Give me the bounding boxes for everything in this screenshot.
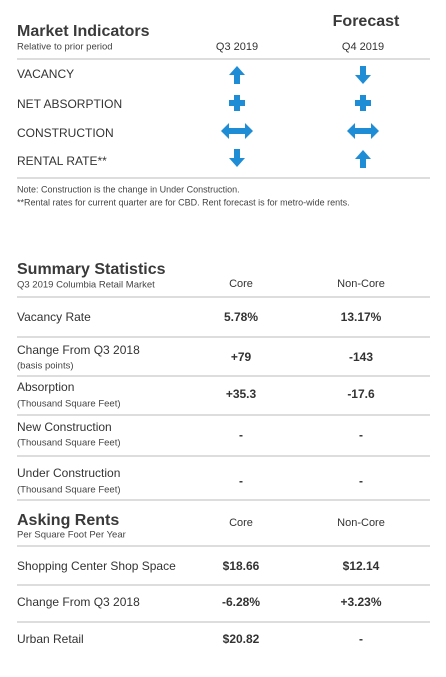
arrow-left-right	[221, 123, 253, 139]
row-sublabel: (basis points)	[17, 361, 74, 372]
row-label: CONSTRUCTION	[17, 126, 114, 140]
row-label: Urban Retail	[17, 632, 84, 646]
arrow-up	[229, 66, 245, 84]
row-sublabel: (Thousand Square Feet)	[17, 485, 121, 496]
cell-value: -	[359, 474, 363, 488]
row-label: RENTAL RATE**	[17, 154, 107, 168]
cell-value: -	[359, 428, 363, 442]
column-header: Core	[229, 517, 253, 529]
row-label: Change From Q3 2018	[17, 595, 140, 609]
section-title: Summary Statistics	[17, 261, 166, 278]
cell-value: -	[239, 428, 243, 442]
row-label: Shopping Center Shop Space	[17, 559, 176, 573]
cell-value: +79	[231, 350, 252, 364]
cell-value: +35.3	[226, 387, 257, 401]
arrow-up	[355, 150, 371, 168]
column-header: Non-Core	[337, 278, 385, 290]
row-sublabel: (Thousand Square Feet)	[17, 438, 121, 449]
section-title: Market Indicators	[17, 23, 150, 40]
forecast-label: Forecast	[333, 13, 400, 30]
plus-icon	[355, 95, 371, 111]
section-subtitle: Per Square Foot Per Year	[17, 530, 126, 541]
cell-value: $18.66	[223, 559, 260, 573]
plus-icon	[229, 95, 245, 111]
cell-value: -	[359, 632, 363, 646]
arrow-down	[355, 66, 371, 84]
cell-value: 13.17%	[341, 310, 382, 324]
cell-value: -6.28%	[222, 595, 260, 609]
column-header: Core	[229, 278, 253, 290]
cell-value: 5.78%	[224, 310, 258, 324]
cell-value: $20.82	[223, 632, 260, 646]
section-title: Asking Rents	[17, 512, 119, 529]
section-subtitle: Relative to prior period	[17, 42, 113, 53]
cell-value: -143	[349, 350, 373, 364]
column-header: Non-Core	[337, 517, 385, 529]
row-label: Absorption	[17, 380, 74, 394]
section-subtitle: Q3 2019 Columbia Retail Market	[17, 280, 155, 291]
row-label: VACANCY	[17, 67, 74, 81]
column-header: Q4 2019	[342, 41, 384, 53]
row-sublabel: (Thousand Square Feet)	[17, 399, 121, 410]
arrow-down	[229, 149, 245, 167]
row-label: Change From Q3 2018	[17, 343, 140, 357]
row-label: New Construction	[17, 420, 112, 434]
cell-value: $12.14	[343, 559, 380, 573]
row-label: Under Construction	[17, 466, 120, 480]
cell-value: +3.23%	[340, 595, 381, 609]
row-label: Vacancy Rate	[17, 310, 91, 324]
arrow-left-right	[347, 123, 379, 139]
note: **Rental rates for current quarter are f…	[17, 197, 350, 207]
cell-value: -17.6	[347, 387, 375, 401]
cell-value: -	[239, 474, 243, 488]
column-header: Q3 2019	[216, 41, 258, 53]
row-label: NET ABSORPTION	[17, 97, 122, 111]
note: Note: Construction is the change in Unde…	[17, 184, 240, 194]
